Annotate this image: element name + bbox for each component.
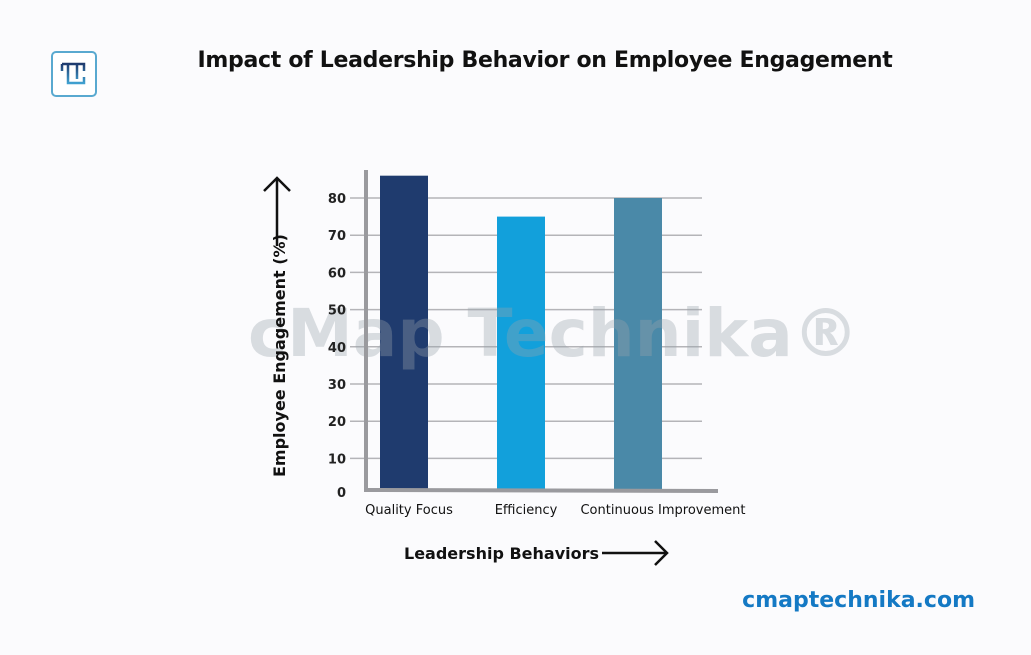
x-tick-label: Continuous Improvement [580, 503, 745, 518]
x-tick-label: Quality Focus [365, 503, 453, 518]
x-axis-arrow-icon [602, 540, 669, 566]
y-axis-arrow-icon [263, 176, 291, 246]
y-tick-label: 50 [328, 304, 346, 319]
website-link[interactable]: cmaptechnika.com [742, 588, 975, 613]
y-tick-label: 70 [328, 229, 346, 244]
bar-quality-focus [380, 175, 428, 489]
y-tick-label: 40 [328, 341, 346, 356]
bar-efficiency [497, 216, 545, 489]
y-tick-label: 0 [337, 486, 346, 501]
y-tick-label: 30 [328, 378, 346, 393]
y-axis-label: Employee Engagement (%) [270, 234, 289, 477]
x-tick-label: Efficiency [495, 503, 558, 518]
bar-continuous-improvement [614, 198, 662, 489]
y-tick-label: 10 [328, 452, 346, 467]
chart-title: Impact of Leadership Behavior on Employe… [197, 48, 893, 73]
x-axis-label: Leadership Behaviors [404, 544, 599, 563]
x-axis-line [363, 488, 719, 493]
y-tick-label: 80 [328, 192, 346, 207]
y-tick-label: 60 [328, 266, 346, 281]
logo-t-icon [60, 62, 86, 85]
y-tick-label: 20 [328, 415, 346, 430]
logo [51, 51, 97, 97]
watermark: cMap Technika® [248, 295, 859, 372]
